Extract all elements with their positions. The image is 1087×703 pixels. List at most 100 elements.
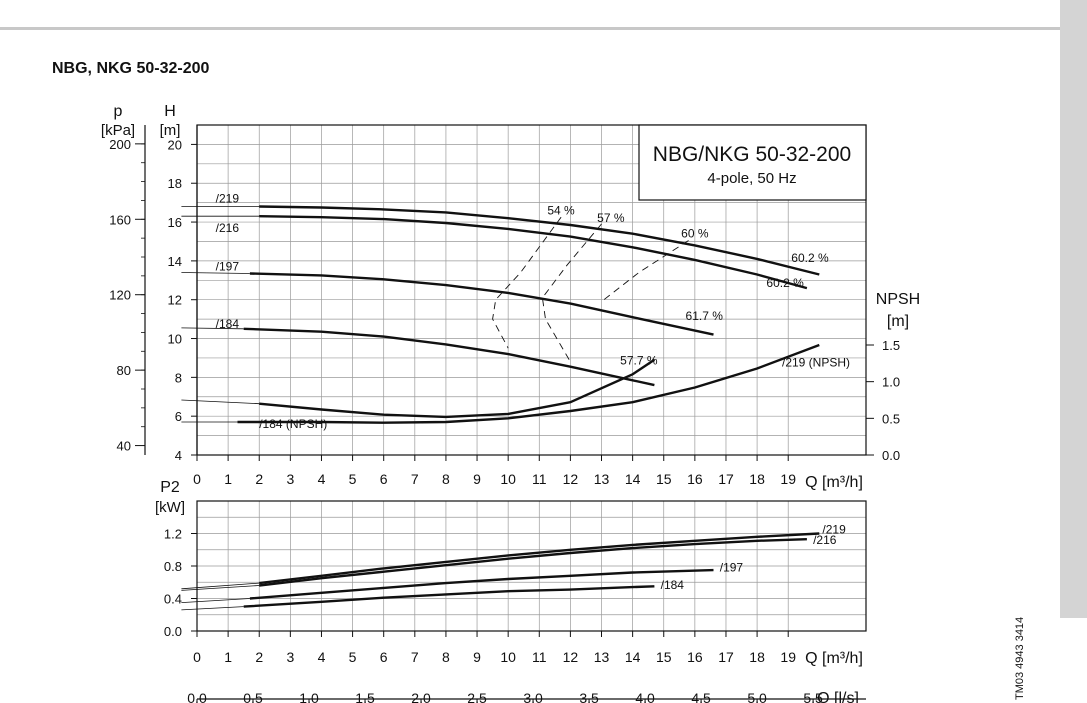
curve-label: /197: [720, 561, 744, 575]
q-tick-label: 15: [656, 471, 672, 487]
q-tick-label: 11: [532, 649, 547, 665]
q-tick-label: 8: [442, 471, 450, 487]
efficiency-contour: [541, 223, 602, 363]
h-tick-label: 18: [168, 176, 182, 191]
legend-title: NBG/NKG 50-32-200: [653, 143, 851, 166]
power-curve: [259, 532, 820, 585]
h-tick-label: 12: [168, 293, 182, 308]
legend-box: [638, 124, 867, 201]
power-curve: [259, 538, 807, 587]
q-tick-label: 4: [318, 649, 326, 665]
h-tick-label: 6: [175, 409, 182, 424]
head-curve: [259, 215, 808, 290]
q-tick-label: 16: [687, 649, 703, 665]
ls-tick-label: 1.0: [299, 690, 319, 703]
q-tick-label: 12: [563, 471, 579, 487]
h-tick-label: 20: [168, 137, 182, 152]
page-title: NBG, NKG 50-32-200: [52, 60, 210, 77]
head-curve: [249, 272, 714, 336]
curve-label: /219: [216, 192, 240, 206]
h-tick-label: 16: [168, 215, 182, 230]
q-tick-label: 2: [255, 471, 263, 487]
q-tick-label: 17: [718, 649, 734, 665]
power-curve-extension: [181, 606, 244, 611]
q-tick-label: 15: [656, 649, 672, 665]
ls-tick-label: 3.0: [523, 690, 543, 703]
right-scrollbar[interactable]: [1060, 0, 1087, 618]
p-tick-label: 80: [117, 363, 131, 378]
q-tick-label: 3: [286, 471, 294, 487]
p2-axis-unit: [kW]: [155, 499, 185, 516]
h-tick-label: 14: [168, 254, 182, 269]
q-tick-label: 9: [473, 471, 481, 487]
npsh-tick-label: 0.5: [882, 411, 900, 426]
ls-tick-label: 3.5: [579, 690, 599, 703]
npsh-tick-label: 1.0: [882, 375, 900, 390]
npsh-curve-extension: [181, 399, 260, 405]
q-tick-label: 11: [532, 471, 547, 487]
efficiency-label: 57.7 %: [620, 354, 658, 368]
q-tick-label: 9: [473, 649, 481, 665]
p-axis-unit: [kPa]: [101, 122, 135, 139]
q-axis-label: Q [m³/h]: [805, 474, 863, 491]
efficiency-label: 60.2 %: [791, 251, 829, 265]
q-tick-label: 14: [625, 649, 641, 665]
q-tick-label: 14: [625, 471, 641, 487]
curve-label: /184 (NPSH): [259, 417, 327, 431]
p-tick-label: 120: [109, 288, 131, 303]
h-axis-label: H: [164, 103, 176, 120]
head-curve-extension: [181, 272, 250, 274]
q-tick-label: 6: [380, 649, 388, 665]
ls-tick-label: 1.5: [355, 690, 375, 703]
efficiency-label: 54 %: [547, 203, 575, 217]
curve-label: /216: [813, 533, 837, 547]
h-tick-label: 8: [175, 370, 182, 385]
q-tick-label: 7: [411, 649, 419, 665]
ls-tick-label: 5.5: [803, 690, 823, 703]
q-tick-label: 10: [500, 471, 516, 487]
ls-tick-label: 4.0: [635, 690, 655, 703]
p-tick-label: 160: [109, 212, 131, 227]
q-tick-label: 13: [594, 649, 610, 665]
power-curve-extension: [181, 585, 260, 591]
q-tick-label: 18: [749, 471, 765, 487]
q-tick-label: 1: [224, 471, 232, 487]
ls-tick-label: 4.5: [691, 690, 711, 703]
curve-label: /216: [216, 221, 240, 235]
q-tick-label: 5: [349, 649, 357, 665]
curve-label: /184: [216, 317, 240, 331]
q-tick-label: 5: [349, 471, 357, 487]
pump-curve-chart: 468101214161820H[m]4080120160200p[kPa]0.…: [101, 103, 920, 703]
h-axis-unit: [m]: [160, 122, 181, 139]
npsh-curve: [259, 358, 656, 419]
ls-tick-label: 2.5: [467, 690, 487, 703]
q-tick-label: 13: [594, 471, 610, 487]
efficiency-contour: [492, 216, 562, 349]
head-curve-extension: [181, 327, 244, 330]
q-axis-label: Q [m³/h]: [805, 650, 863, 667]
head-curve: [243, 327, 655, 387]
power-curve: [249, 568, 714, 600]
q-tick-label: 10: [500, 649, 516, 665]
q-tick-label: 0: [193, 471, 201, 487]
ls-tick-label: 0.5: [243, 690, 263, 703]
head-chart: 468101214161820H[m]4080120160200p[kPa]0.…: [101, 103, 920, 491]
q-tick-label: 8: [442, 649, 450, 665]
power-chart: 0.00.40.81.2P2[kW]0 1 2 3 4 5 6 7 8 9 10 11 12 13 14 15…: [155, 479, 867, 703]
ls-tick-label: 2.0: [411, 690, 431, 703]
q-tick-label: 1: [224, 649, 232, 665]
q-tick-label: 12: [563, 649, 579, 665]
q-tick-label: 7: [411, 471, 419, 487]
q-tick-label: 6: [380, 471, 388, 487]
efficiency-contour: [601, 240, 689, 302]
q-tick-label: 17: [718, 471, 734, 487]
power-curve-extension: [181, 598, 250, 603]
h-tick-label: 4: [175, 448, 182, 463]
p-tick-label: 40: [117, 439, 131, 454]
p2-tick-label: 1.2: [164, 527, 182, 542]
npsh-tick-label: 0.0: [882, 448, 900, 463]
npsh-tick-label: 1.5: [882, 338, 900, 353]
power-curve-extension: [181, 582, 260, 590]
p2-tick-label: 0.4: [164, 592, 182, 607]
h-tick-label: 10: [168, 332, 182, 347]
